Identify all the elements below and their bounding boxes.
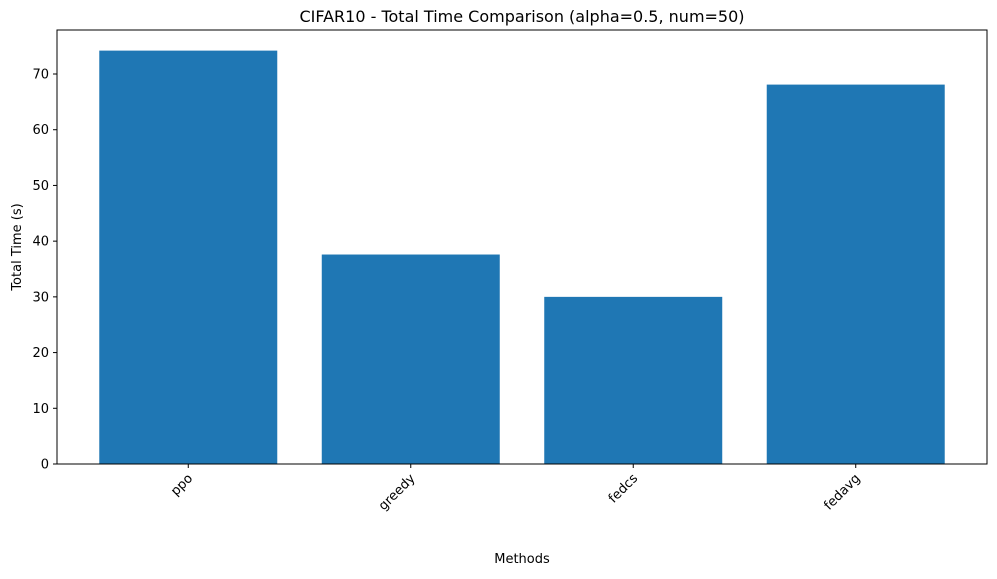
x-tick-label-fedavg: fedavg [821, 471, 863, 513]
y-axis-label: Total Time (s) [10, 203, 25, 291]
y-axis: 0 10 20 30 40 50 60 70 [32, 68, 57, 473]
y-tick-label: 60 [32, 123, 49, 138]
x-tick-label-fedcs: fedcs [606, 471, 641, 506]
bar-ppo [99, 50, 278, 464]
y-tick-label: 10 [32, 402, 49, 417]
y-tick-label: 30 [32, 290, 49, 305]
x-axis: ppo greedy fedcs fedavg [168, 464, 864, 514]
y-tick-label: 40 [32, 235, 49, 250]
bar-greedy [321, 254, 500, 464]
bar-fedavg [766, 84, 945, 464]
y-tick-label: 20 [32, 346, 49, 361]
y-tick-label: 50 [32, 179, 49, 194]
y-tick-label: 70 [32, 68, 49, 83]
x-tick-label-ppo: ppo [168, 471, 196, 499]
bars-layer [99, 50, 945, 464]
x-tick-label-greedy: greedy [376, 471, 419, 514]
chart-title: CIFAR10 - Total Time Comparison (alpha=0… [299, 7, 744, 26]
bar-fedcs [544, 296, 723, 464]
x-axis-label: Methods [494, 552, 550, 567]
y-tick-label: 0 [41, 458, 49, 473]
plot-frame [56, 29, 988, 465]
